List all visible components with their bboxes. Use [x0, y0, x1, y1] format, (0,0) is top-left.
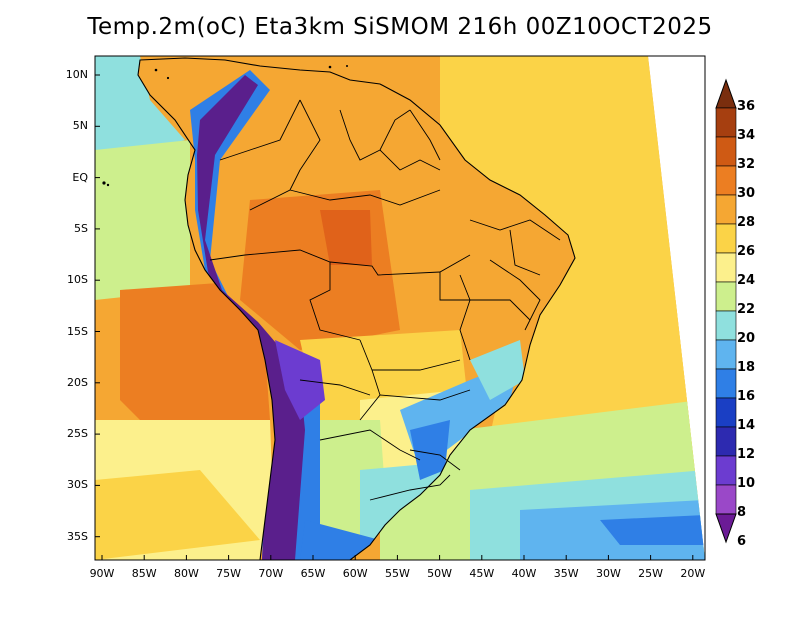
country-borders: [209, 99, 561, 501]
colorbar-swatch: [715, 426, 737, 457]
lat-label: 10N: [65, 68, 88, 81]
colorbar-swatch: [715, 310, 737, 341]
colorbar-swatch: [715, 455, 737, 486]
colorbar-label: 22: [737, 302, 756, 317]
colorbar-swatch: [715, 368, 737, 399]
colorbar-swatch: [715, 165, 737, 196]
map-title: Temp.2m(oC) Eta3km SiSMOM 216h 00Z10OCT2…: [87, 14, 713, 40]
lon-label: 50W: [427, 567, 453, 580]
colorbar-swatch: [715, 223, 737, 254]
colorbar-label: 8: [737, 505, 747, 520]
lon-label: 90W: [89, 567, 115, 580]
colorbar-swatch: [715, 397, 737, 428]
lon-label: 70W: [258, 567, 284, 580]
colorbar-label: 12: [737, 447, 756, 462]
colorbar-label: 18: [737, 360, 756, 375]
colorbar-swatch: [715, 281, 737, 312]
colorbar-label: 10: [737, 476, 756, 491]
map-frame: [94, 55, 706, 561]
colorbar-top-arrow: [715, 78, 737, 109]
lon-label: 65W: [300, 567, 326, 580]
lon-label: 75W: [216, 567, 242, 580]
colorbar-label: 34: [737, 128, 756, 143]
lon-label: 35W: [553, 567, 579, 580]
lon-label: 45W: [469, 567, 495, 580]
colorbar-label: 28: [737, 215, 756, 230]
lon-label: 20W: [680, 567, 706, 580]
axis-ticks: [95, 74, 694, 560]
lat-label: 10S: [67, 273, 88, 287]
colorbar-label: 36: [737, 99, 756, 114]
colorbar-swatch: [715, 339, 737, 370]
lon-label: 55W: [384, 567, 410, 580]
lat-label: 20S: [67, 375, 88, 389]
lon-label: 85W: [131, 567, 157, 580]
colorbar-swatch: [715, 484, 737, 515]
colorbar-label: 16: [737, 389, 756, 404]
colorbar-swatch: [715, 136, 737, 167]
colorbar-swatch: [715, 194, 737, 225]
colorbar-label: 32: [737, 157, 756, 172]
colorbar-label: 30: [737, 186, 756, 201]
colorbar-bottom-arrow: [715, 513, 737, 544]
lat-label: 5S: [74, 221, 88, 235]
lon-label: 60W: [342, 567, 368, 580]
lat-label: 30S: [67, 478, 88, 492]
colorbar-label: 26: [737, 244, 756, 259]
lat-label: 35S: [67, 529, 88, 543]
colorbar-label: 20: [737, 331, 756, 346]
lat-label: EQ: [72, 170, 88, 184]
lat-label: 25S: [67, 427, 88, 441]
colorbar: [715, 78, 737, 544]
colorbar-label: 24: [737, 273, 756, 288]
lat-label: 15S: [67, 324, 88, 338]
lon-label: 40W: [511, 567, 537, 580]
colorbar-swatch: [715, 252, 737, 283]
lat-label: 5N: [72, 119, 88, 133]
lon-label: 30W: [595, 567, 621, 580]
lon-label: 25W: [638, 567, 664, 580]
lon-label: 80W: [173, 567, 199, 580]
colorbar-label: 14: [737, 418, 756, 433]
colorbar-label: 6: [737, 534, 747, 549]
islands: [102, 65, 348, 187]
colorbar-swatch: [715, 107, 737, 138]
